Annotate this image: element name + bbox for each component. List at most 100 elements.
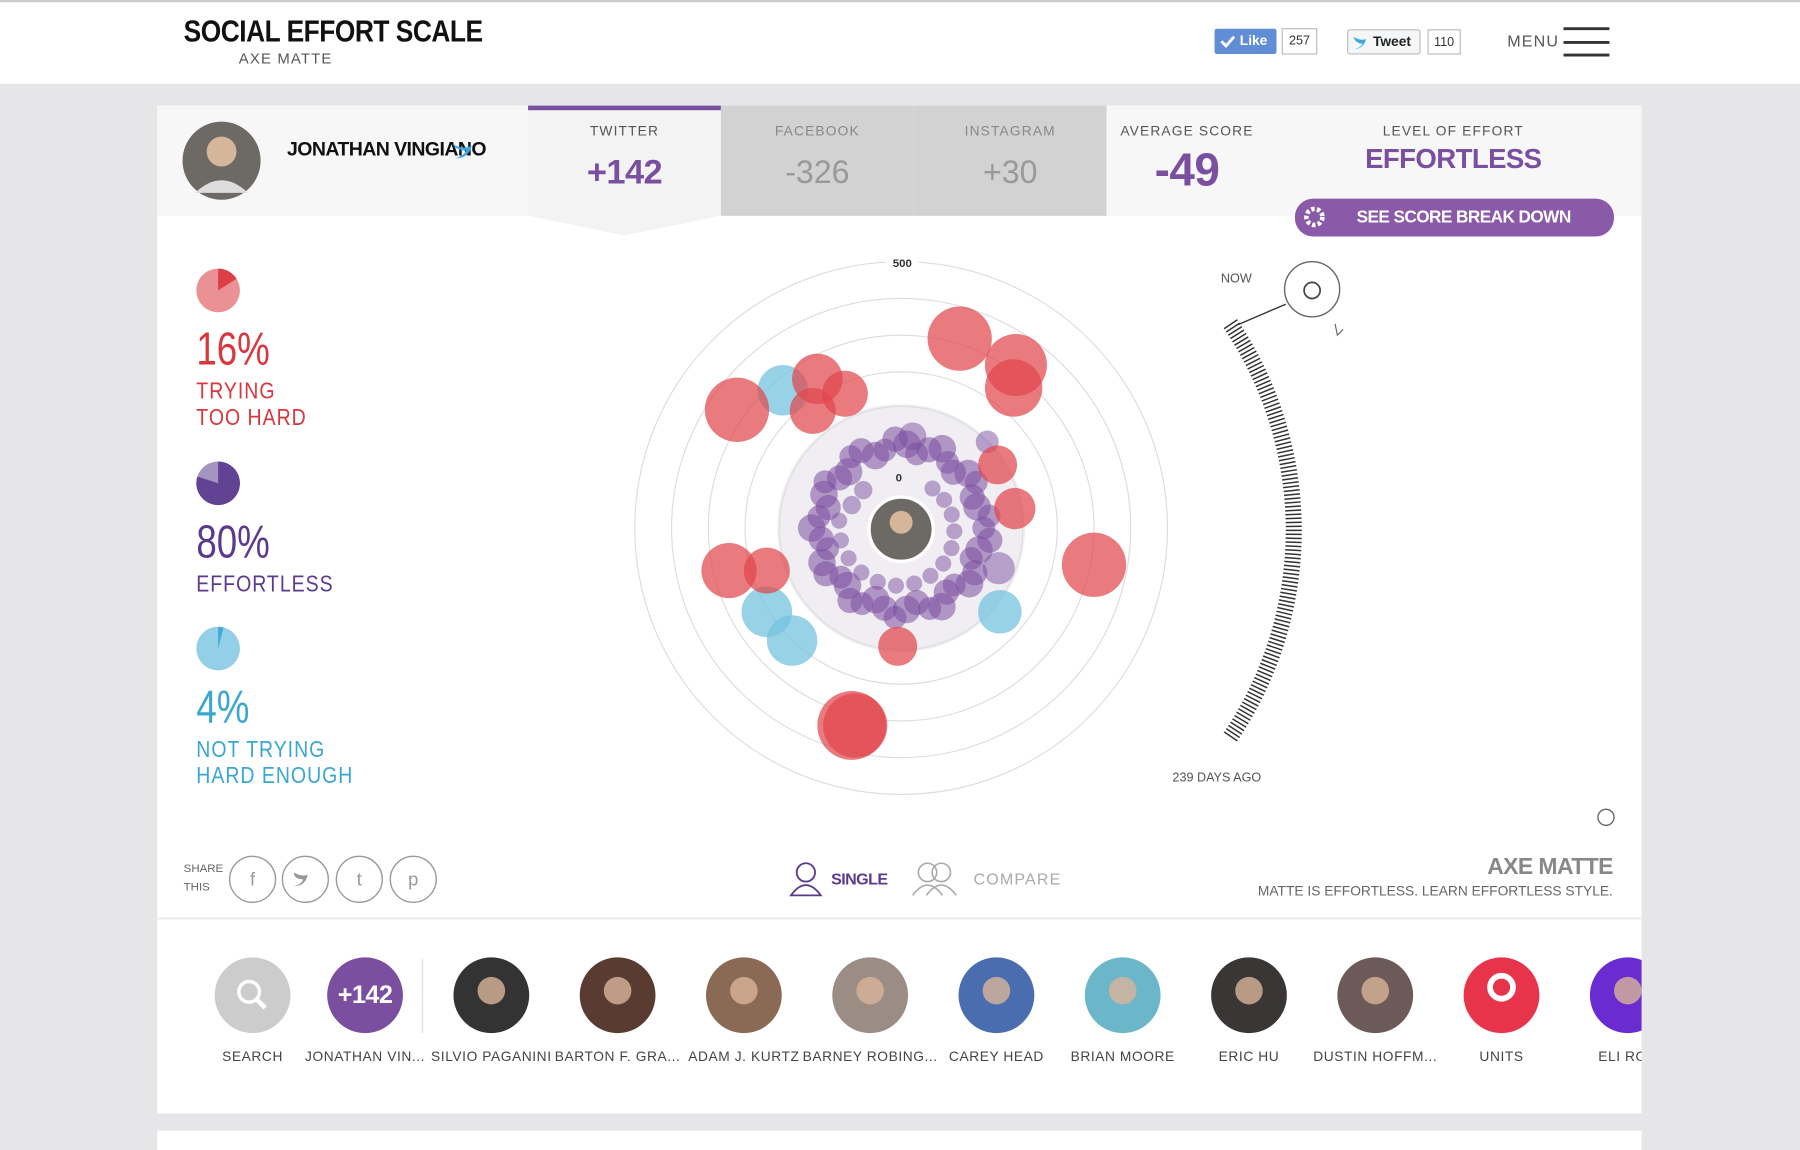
timeline-tick	[1265, 647, 1282, 655]
info-dot[interactable]	[1597, 808, 1615, 827]
person-name[interactable]: BARTON F. GRA...	[555, 1049, 681, 1064]
timeline-tick	[1280, 464, 1297, 470]
timeline-tick	[1223, 731, 1238, 742]
clock-face	[1303, 281, 1322, 300]
timeline-tick	[1274, 437, 1291, 443]
menu-label[interactable]: MENU	[1507, 33, 1559, 51]
person-name[interactable]: BARNEY ROBING...	[803, 1049, 938, 1064]
tab-label[interactable]: TWITTER	[590, 124, 659, 139]
person-avatar[interactable]	[1463, 957, 1540, 1034]
person-name[interactable]: ERIC HU	[1219, 1049, 1280, 1064]
active-tab-indicator	[528, 105, 721, 111]
person-name[interactable]: ADAM J. KURTZ	[688, 1049, 799, 1064]
source-tab[interactable]	[720, 105, 914, 216]
person-face	[982, 976, 1011, 1005]
score-ring	[744, 371, 1058, 685]
post-bubble	[789, 388, 836, 434]
score-breakdown-button[interactable]	[1294, 198, 1615, 237]
site-title[interactable]: SOCIAL EFFORT SCALE	[184, 15, 484, 49]
share-label: TOO HARD	[196, 405, 306, 431]
source-tab[interactable]	[913, 105, 1107, 216]
person-name[interactable]: SEARCH	[222, 1049, 283, 1064]
timeline-tick	[1239, 704, 1255, 714]
post-bubble	[924, 480, 941, 497]
share-twitter[interactable]	[281, 855, 330, 903]
share-tumblr[interactable]	[335, 855, 383, 903]
timeline-tick	[1278, 452, 1295, 458]
tab-score[interactable]: -326	[785, 154, 849, 190]
share-percent: 16%	[196, 323, 269, 375]
person-avatar[interactable]	[327, 957, 403, 1034]
timeline-tick	[1248, 364, 1265, 374]
post-bubble	[935, 555, 952, 572]
outer-ring-label: 500	[893, 258, 912, 270]
twitter-glyph	[293, 872, 308, 887]
single-icon[interactable]	[789, 862, 823, 897]
person-avatar[interactable]	[214, 957, 291, 1034]
timeline-tick	[1283, 568, 1300, 572]
timeline-clock[interactable]	[1283, 261, 1341, 318]
timeline-tick	[1283, 489, 1300, 493]
person-name[interactable]: ELI ROU	[1598, 1049, 1657, 1064]
person-name[interactable]: UNITS	[1479, 1049, 1523, 1064]
person-face	[856, 976, 884, 1005]
timeline-tick	[1271, 425, 1288, 432]
tweet-button[interactable]	[1347, 29, 1421, 55]
pinterest-glyph: p	[408, 868, 418, 889]
source-tab[interactable]	[528, 105, 721, 216]
like-count-box	[1281, 28, 1318, 55]
timeline-tick	[1283, 564, 1301, 568]
timeline-tick	[1243, 353, 1259, 363]
person-name[interactable]: BRIAN MOORE	[1071, 1049, 1175, 1064]
compare-icon[interactable]	[911, 862, 957, 896]
timeline-tick	[1281, 472, 1298, 477]
timeline-tick	[1239, 346, 1255, 356]
timeline-tick	[1260, 662, 1276, 670]
menu-icon[interactable]	[1563, 27, 1610, 57]
timeline-tick	[1257, 669, 1273, 678]
timeline-tick	[1280, 587, 1297, 592]
timeline-tick	[1258, 387, 1275, 395]
person-name[interactable]: SILVIO PAGANINI	[431, 1049, 552, 1064]
person-name[interactable]: CAREY HEAD	[949, 1049, 1044, 1064]
post-bubble	[906, 575, 923, 592]
timeline-tick	[1273, 621, 1290, 628]
timeline-tick	[1282, 480, 1299, 485]
post-bubble	[701, 542, 757, 599]
timeline-tick	[1258, 666, 1275, 674]
mode-compare[interactable]: COMPARE	[973, 871, 1061, 889]
gear-icon	[1304, 206, 1325, 228]
profile-twitter-icon	[452, 143, 472, 159]
share-pie-wedge	[196, 461, 240, 506]
share-pinterest[interactable]	[389, 855, 437, 903]
timeline-tick	[1285, 509, 1302, 512]
timeline-tick	[1255, 379, 1271, 388]
share-facebook[interactable]	[228, 855, 277, 903]
profile-avatar-face	[206, 136, 237, 167]
share-pie-wedge	[218, 268, 237, 291]
person-name[interactable]: JONATHAN VIN...	[305, 1049, 425, 1064]
timeline-tick	[1283, 493, 1301, 497]
profile-avatar-shirt	[195, 180, 248, 193]
sponsor-tagline: MATTE IS EFFORTLESS. LEARN EFFORTLESS ST…	[1258, 884, 1613, 899]
person-name[interactable]: DUSTIN HOFFM...	[1313, 1049, 1437, 1064]
tweet-label[interactable]: Tweet	[1373, 34, 1411, 49]
timeline-tick	[1225, 728, 1241, 739]
timeline-start: NOW	[1221, 271, 1252, 285]
timeline-tick	[1260, 390, 1276, 399]
like-button[interactable]	[1214, 28, 1277, 54]
timeline-end: 239 DAYS AGO	[1172, 771, 1261, 785]
person-badge: +142	[338, 981, 393, 1009]
like-label[interactable]: Like	[1240, 33, 1268, 48]
score-breakdown-label[interactable]: SEE SCORE BREAK DOWN	[1357, 207, 1572, 227]
tab-label[interactable]: INSTAGRAM	[965, 124, 1056, 139]
tab-label[interactable]: FACEBOOK	[775, 124, 860, 139]
sponsor-brand: AXE MATTE	[1487, 853, 1613, 879]
tab-score[interactable]: +30	[983, 154, 1038, 190]
tab-score[interactable]: +142	[587, 154, 663, 192]
post-bubble	[832, 532, 849, 549]
mode-single[interactable]: SINGLE	[831, 871, 889, 889]
timeline-tick	[1273, 433, 1290, 439]
timeline-tick	[1267, 413, 1284, 421]
